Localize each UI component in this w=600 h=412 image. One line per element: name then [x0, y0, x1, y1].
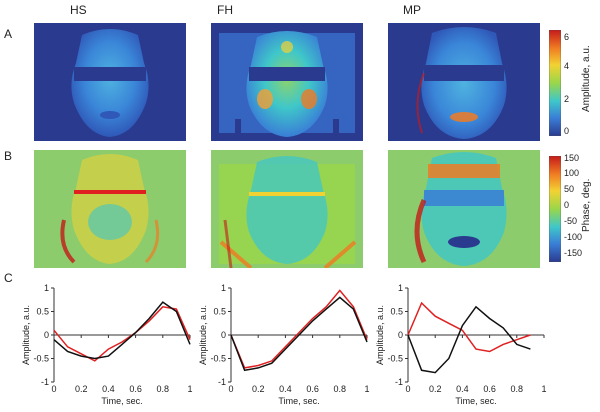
amplitude-tick-4: 4	[564, 61, 570, 71]
x-tick-label: 0.6	[129, 384, 142, 394]
amplitude-map-hs	[34, 23, 186, 141]
phase-tick-0: 0	[564, 200, 570, 210]
y-axis-label: Amplitude, a.u.	[21, 305, 31, 365]
row-label-b: B	[4, 149, 13, 163]
phase-colorbar-title: Phase, deg.	[581, 178, 592, 232]
phase-tick-100: 100	[564, 168, 580, 178]
phase-map-fh	[211, 150, 363, 268]
phase-tick-minus50: -50	[564, 216, 578, 226]
x-axis-label: Time, sec.	[101, 396, 142, 406]
x-tick-label: 0	[228, 384, 233, 394]
x-tick-label: 1	[364, 384, 369, 394]
phase-tick-minus150: -150	[564, 248, 583, 258]
phase-map-fh-face	[219, 156, 357, 268]
x-tick-label: 0.6	[306, 384, 319, 394]
series-line-red	[230, 289, 368, 369]
x-tick-label: 0.4	[102, 384, 115, 394]
x-tick-label: 0.2	[252, 384, 265, 394]
y-tick-label: -1	[395, 377, 403, 387]
y-tick-label: 1	[221, 283, 226, 293]
row-label-c: C	[4, 271, 13, 285]
x-tick-label: 1	[541, 384, 546, 394]
x-axis-label: Time, sec.	[455, 396, 496, 406]
y-tick-label: -0.5	[33, 354, 49, 364]
phase-colorbar	[549, 156, 561, 262]
x-tick-label: 0.8	[334, 384, 347, 394]
x-tick-label: 0	[405, 384, 410, 394]
amplitude-tick-0: 0	[564, 126, 570, 136]
series-line-black	[407, 305, 531, 374]
x-tick-label: 0.8	[157, 384, 170, 394]
y-tick-label: 0.5	[213, 307, 226, 317]
amplitude-map-mp	[388, 23, 540, 141]
amplitude-tick-2: 2	[564, 94, 570, 104]
x-tick-label: 0.8	[511, 384, 524, 394]
y-tick-label: 0.5	[36, 307, 49, 317]
y-tick-label: 0	[398, 330, 403, 340]
x-tick-label: 1	[187, 384, 192, 394]
row-label-a: A	[4, 27, 13, 41]
amplitude-tick-6: 6	[564, 32, 570, 42]
y-tick-label: 1	[398, 283, 403, 293]
amplitude-colorbar-title: Amplitude, a.u.	[581, 45, 592, 112]
x-tick-label: 0.2	[429, 384, 442, 394]
x-tick-label: 0.4	[279, 384, 292, 394]
y-tick-label: 0	[44, 330, 49, 340]
x-axis-label: Time, sec.	[278, 396, 319, 406]
phase-map-hs-face	[60, 154, 160, 264]
y-tick-label: -0.5	[387, 354, 403, 364]
x-tick-label: 0.4	[456, 384, 469, 394]
y-tick-label: 0	[221, 330, 226, 340]
y-tick-label: -1	[41, 377, 49, 387]
column-title-fh: FH	[217, 3, 233, 17]
series-line-red	[407, 301, 531, 353]
y-tick-label: 0.5	[390, 307, 403, 317]
phase-tick-50: 50	[564, 184, 575, 194]
y-axis-label: Amplitude, a.u.	[375, 305, 385, 365]
amplitude-map-fh-face	[219, 31, 355, 141]
y-tick-label: -0.5	[210, 354, 226, 364]
x-tick-label: 0.2	[75, 384, 88, 394]
phase-map-mp	[388, 150, 540, 268]
column-title-mp: MP	[403, 3, 421, 17]
y-tick-label: -1	[218, 377, 226, 387]
series-line-red	[53, 305, 191, 362]
y-axis-label: Amplitude, a.u.	[198, 305, 208, 365]
y-tick-label: 1	[44, 283, 49, 293]
series-line-black	[53, 301, 191, 360]
amplitude-colorbar	[549, 30, 561, 136]
amplitude-map-hs-face	[71, 29, 149, 137]
series-line-black	[230, 296, 368, 372]
phase-map-mp-face	[414, 152, 507, 266]
phase-tick-150: 150	[564, 153, 580, 163]
x-tick-label: 0.6	[483, 384, 496, 394]
amplitude-map-fh	[211, 23, 363, 141]
column-title-hs: HS	[70, 3, 87, 17]
x-tick-label: 0	[51, 384, 56, 394]
amplitude-map-mp-face	[416, 27, 507, 139]
phase-tick-minus100: -100	[564, 232, 583, 242]
phase-map-hs	[34, 150, 186, 268]
